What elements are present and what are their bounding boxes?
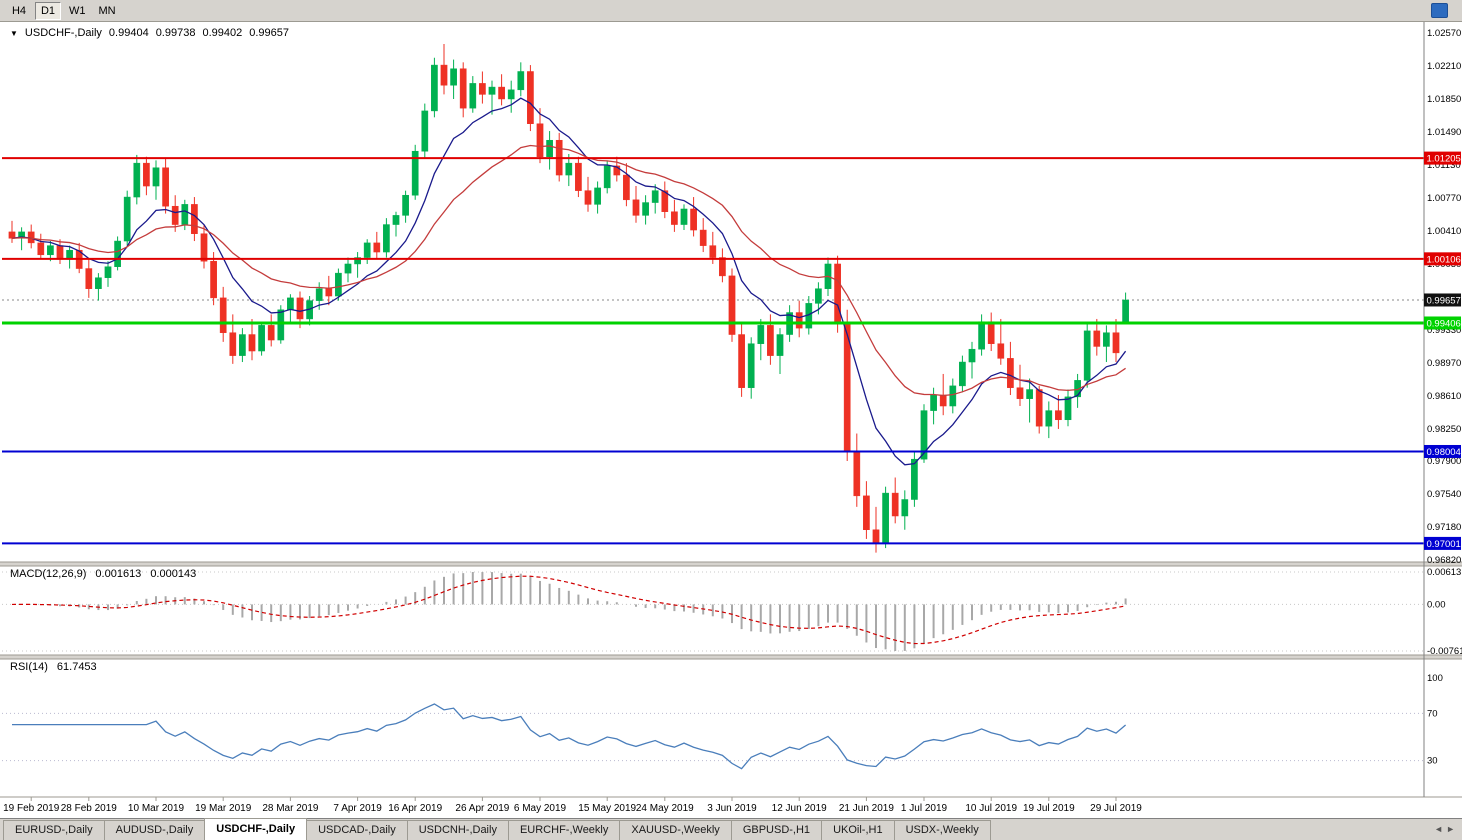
svg-text:0.97001: 0.97001 bbox=[1427, 539, 1461, 550]
svg-text:3 Jun 2019: 3 Jun 2019 bbox=[707, 803, 757, 814]
tab-usdcad-daily[interactable]: USDCAD-,Daily bbox=[306, 820, 408, 840]
svg-text:19 Jul 2019: 19 Jul 2019 bbox=[1023, 803, 1075, 814]
timeframe-button-mn[interactable]: MN bbox=[98, 4, 116, 17]
ohlc-low: 0.99402 bbox=[202, 27, 243, 39]
svg-text:1.02210: 1.02210 bbox=[1427, 61, 1461, 72]
svg-text:28 Mar 2019: 28 Mar 2019 bbox=[262, 803, 319, 814]
svg-text:1.01205: 1.01205 bbox=[1427, 154, 1461, 165]
svg-text:10 Jul 2019: 10 Jul 2019 bbox=[965, 803, 1017, 814]
tab-audusd-daily[interactable]: AUDUSD-,Daily bbox=[103, 820, 206, 840]
svg-text:28 Feb 2019: 28 Feb 2019 bbox=[61, 803, 118, 814]
chart-header: ▼ USDCHF-,Daily 0.99404 0.99738 0.99402 … bbox=[10, 27, 289, 39]
tab-xauusd-weekly[interactable]: XAUUSD-,Weekly bbox=[619, 820, 732, 840]
svg-text:0.98610: 0.98610 bbox=[1427, 391, 1461, 402]
price-tag-1.00106: 1.00106 bbox=[1424, 252, 1461, 266]
tab-eurusd-daily[interactable]: EURUSD-,Daily bbox=[3, 820, 105, 840]
price-tag-0.99657: 0.99657 bbox=[1424, 293, 1461, 307]
svg-text:0.99657: 0.99657 bbox=[1427, 295, 1461, 306]
tab-scroll-left-icon[interactable]: ◄ bbox=[1434, 824, 1444, 834]
svg-text:1.01490: 1.01490 bbox=[1427, 127, 1461, 138]
svg-text:30: 30 bbox=[1427, 756, 1438, 767]
svg-text:1.00106: 1.00106 bbox=[1427, 254, 1461, 265]
svg-text:100: 100 bbox=[1427, 673, 1443, 684]
timeframe-toolbar: H4 D1 W1 MN bbox=[0, 0, 1462, 22]
rsi-value: 61.7453 bbox=[56, 661, 97, 673]
svg-text:0.97540: 0.97540 bbox=[1427, 489, 1461, 500]
tab-usdcnh-daily[interactable]: USDCNH-,Daily bbox=[406, 820, 509, 840]
ohlc-open: 0.99404 bbox=[108, 27, 149, 39]
ohlc-close: 0.99657 bbox=[249, 27, 289, 39]
svg-text:70: 70 bbox=[1427, 708, 1438, 719]
chart-window-icon[interactable] bbox=[1431, 3, 1448, 18]
timeframe-button-h4[interactable]: H4 bbox=[11, 4, 27, 17]
svg-text:12 Jun 2019: 12 Jun 2019 bbox=[772, 803, 827, 814]
svg-text:1.00410: 1.00410 bbox=[1427, 226, 1461, 237]
svg-text:-0.00761: -0.00761 bbox=[1427, 646, 1462, 657]
macd-value-main: 0.001613 bbox=[95, 568, 142, 580]
timeframe-button-w1[interactable]: W1 bbox=[69, 4, 86, 17]
ohlc-high: 0.99738 bbox=[155, 27, 196, 39]
svg-text:1.01130: 1.01130 bbox=[1427, 160, 1461, 171]
tab-gbpusd-h1[interactable]: GBPUSD-,H1 bbox=[730, 820, 823, 840]
svg-text:24 May 2019: 24 May 2019 bbox=[636, 803, 694, 814]
svg-text:0.00: 0.00 bbox=[1427, 599, 1446, 610]
svg-text:0.97900: 0.97900 bbox=[1427, 456, 1461, 467]
svg-text:0.96820: 0.96820 bbox=[1427, 555, 1461, 566]
svg-text:0.00613: 0.00613 bbox=[1427, 567, 1461, 578]
symbol-tab-bar: EURUSD-,Daily AUDUSD-,Daily USDCHF-,Daily U… bbox=[0, 818, 1462, 840]
price-tag-0.97001: 0.97001 bbox=[1424, 536, 1461, 550]
macd-panel bbox=[2, 571, 1424, 652]
symbol-dropdown-icon[interactable]: ▼ bbox=[10, 28, 18, 38]
svg-text:7 Apr 2019: 7 Apr 2019 bbox=[333, 803, 382, 814]
macd-title: MACD(12,26,9) bbox=[10, 568, 87, 580]
price-tag-0.99406: 0.99406 bbox=[1424, 316, 1461, 330]
svg-text:6 May 2019: 6 May 2019 bbox=[514, 803, 567, 814]
svg-text:19 Feb 2019: 19 Feb 2019 bbox=[3, 803, 60, 814]
tab-scroll-right-icon[interactable]: ► bbox=[1446, 824, 1455, 834]
svg-text:0.98250: 0.98250 bbox=[1427, 424, 1461, 435]
svg-text:10 Mar 2019: 10 Mar 2019 bbox=[128, 803, 185, 814]
tab-usdx-weekly[interactable]: USDX-,Weekly bbox=[893, 820, 991, 840]
svg-text:0.97180: 0.97180 bbox=[1427, 522, 1461, 533]
svg-text:26 Apr 2019: 26 Apr 2019 bbox=[455, 803, 509, 814]
rsi-title: RSI(14) bbox=[10, 661, 48, 673]
svg-text:0.99406: 0.99406 bbox=[1427, 318, 1461, 329]
tab-ukoil-h1[interactable]: UKOil-,H1 bbox=[821, 820, 895, 840]
svg-text:0.99330: 0.99330 bbox=[1427, 325, 1461, 336]
chart-symbol-label: USDCHF-,Daily bbox=[24, 27, 102, 39]
svg-text:0.98970: 0.98970 bbox=[1427, 358, 1461, 369]
price-tag-0.98004: 0.98004 bbox=[1424, 444, 1461, 458]
svg-text:19 Mar 2019: 19 Mar 2019 bbox=[195, 803, 252, 814]
main-price-panel bbox=[2, 43, 1424, 553]
price-tag-1.01205: 1.01205 bbox=[1424, 151, 1461, 165]
rsi-label: RSI(14) 61.7453 bbox=[10, 661, 97, 673]
svg-text:29 Jul 2019: 29 Jul 2019 bbox=[1090, 803, 1142, 814]
svg-text:15 May 2019: 15 May 2019 bbox=[578, 803, 636, 814]
macd-value-signal: 0.000143 bbox=[150, 568, 197, 580]
macd-label: MACD(12,26,9) 0.001613 0.000143 bbox=[10, 568, 196, 580]
rsi-panel bbox=[2, 703, 1424, 770]
svg-text:1.01850: 1.01850 bbox=[1427, 94, 1461, 105]
svg-text:16 Apr 2019: 16 Apr 2019 bbox=[388, 803, 442, 814]
chart-canvas[interactable]: 19 Feb 2019 28 Feb 2019 10 Mar 2019 19 Mar … bbox=[0, 22, 1462, 818]
tab-eurchf-weekly[interactable]: EURCHF-,Weekly bbox=[507, 820, 621, 840]
svg-text:0.98004: 0.98004 bbox=[1427, 447, 1461, 458]
tab-usdchf-daily[interactable]: USDCHF-,Daily bbox=[204, 818, 308, 840]
svg-text:1 Jul 2019: 1 Jul 2019 bbox=[901, 803, 948, 814]
timeframe-button-d1[interactable]: D1 bbox=[35, 1, 61, 20]
svg-text:21 Jun 2019: 21 Jun 2019 bbox=[839, 803, 894, 814]
svg-text:1.00770: 1.00770 bbox=[1427, 193, 1461, 204]
svg-text:1.02570: 1.02570 bbox=[1427, 28, 1461, 39]
